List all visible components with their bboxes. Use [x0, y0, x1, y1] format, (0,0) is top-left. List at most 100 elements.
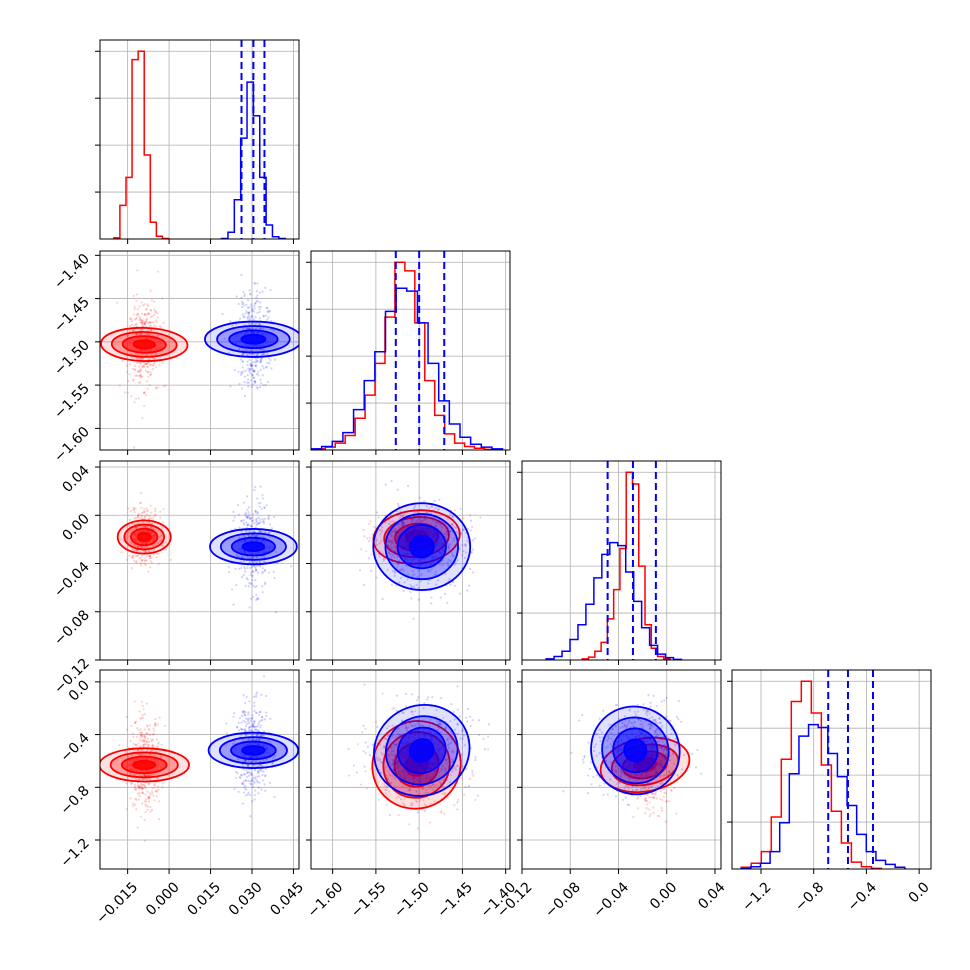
scatter-point: [157, 742, 160, 745]
scatter-point: [448, 780, 451, 784]
scatter-point: [245, 717, 248, 720]
density-fill-series-0: [133, 340, 156, 349]
scatter-point: [459, 756, 462, 759]
scatter-point: [448, 530, 452, 533]
scatter-point: [399, 780, 402, 783]
scatter-point: [256, 712, 259, 715]
scatter-point: [143, 361, 146, 364]
scatter-point: [401, 733, 405, 736]
scatter-point: [660, 809, 664, 812]
scatter-point: [249, 524, 252, 527]
scatter-point: [255, 729, 258, 732]
panel-frame: [99, 39, 300, 240]
scatter-point: [146, 546, 149, 549]
scatter-point: [445, 778, 449, 782]
contour-series-1: [385, 715, 459, 786]
scatter-point: [144, 803, 147, 806]
scatter-point: [434, 784, 437, 787]
scatter-point: [411, 518, 414, 521]
scatter-point: [265, 366, 268, 369]
scatter-point: [136, 545, 139, 548]
scatter-point: [247, 506, 250, 509]
scatter-point: [250, 305, 253, 308]
scatter-point: [251, 595, 255, 599]
scatter-point: [135, 361, 139, 365]
scatter-point: [448, 547, 451, 551]
scatter-point: [155, 795, 158, 798]
scatter-point: [145, 732, 148, 735]
scatter-point: [147, 740, 151, 743]
scatter-point: [664, 820, 667, 823]
contour-series-0: [120, 755, 168, 775]
scatter-point: [253, 488, 256, 492]
scatter-point: [360, 783, 363, 786]
scatter-point: [148, 733, 152, 736]
scatter-point: [229, 385, 232, 388]
scatter-point: [656, 814, 659, 818]
scatter-point: [659, 774, 663, 777]
scatter-point: [254, 510, 257, 513]
scatter-point: [420, 572, 423, 576]
scatter-point: [243, 729, 246, 732]
scatter-point: [387, 544, 390, 547]
scatter-point: [142, 392, 146, 395]
scatter-point: [163, 724, 166, 728]
scatter-point: [155, 320, 159, 323]
scatter-point: [242, 560, 246, 563]
scatter-point: [384, 788, 387, 792]
scatter-point: [261, 716, 264, 719]
scatter-point: [451, 552, 454, 555]
scatter-point: [658, 814, 661, 818]
scatter-point: [256, 729, 260, 732]
scatter-point: [290, 565, 293, 568]
scatter-point: [140, 506, 143, 509]
scatter-point: [159, 510, 162, 513]
scatter-point: [140, 700, 143, 703]
scatter-point: [143, 303, 146, 306]
scatter-point: [471, 539, 475, 542]
scatter-point: [418, 517, 421, 520]
scatter-point: [158, 535, 161, 538]
scatter-point: [408, 789, 412, 792]
scatter-point: [393, 570, 396, 573]
scatter-point: [145, 555, 148, 558]
scatter-point: [410, 802, 413, 805]
scatter-point: [415, 800, 418, 804]
contour-series-0: [132, 759, 157, 770]
scatter-point: [139, 333, 142, 336]
scatter-point: [469, 724, 472, 727]
scatter-point: [642, 786, 645, 789]
scatter-point: [616, 703, 619, 707]
scatter-point: [454, 526, 457, 529]
scatter-point: [147, 744, 150, 747]
scatter-point: [232, 715, 235, 718]
scatter-point: [253, 720, 256, 723]
scatter-point: [356, 743, 359, 746]
scatter-point: [619, 774, 622, 777]
scatter-point: [379, 528, 382, 532]
scatter-point: [127, 380, 130, 383]
scatter-point: [154, 790, 157, 793]
scatter-point: [134, 744, 137, 747]
scatter-point: [262, 520, 265, 523]
scatter-point: [627, 721, 631, 724]
scatter-point: [143, 735, 146, 738]
scatter-point: [623, 724, 626, 727]
scatter-point: [241, 781, 244, 785]
scatter-point: [267, 532, 270, 535]
scatter-point: [436, 783, 439, 786]
scatter-point: [375, 511, 379, 514]
scatter-point: [605, 755, 608, 758]
scatter-point: [250, 566, 253, 569]
scatter-point: [248, 726, 251, 729]
scatter-point: [636, 796, 640, 799]
scatter-point: [154, 722, 157, 725]
scatter-point: [140, 319, 143, 322]
scatter-point: [393, 768, 396, 771]
scatter-point: [137, 513, 140, 517]
scatter-point: [387, 540, 390, 543]
scatter-point: [267, 516, 270, 520]
scatter-point: [130, 782, 133, 785]
scatter-point: [137, 312, 140, 316]
scatter-point: [140, 787, 143, 790]
